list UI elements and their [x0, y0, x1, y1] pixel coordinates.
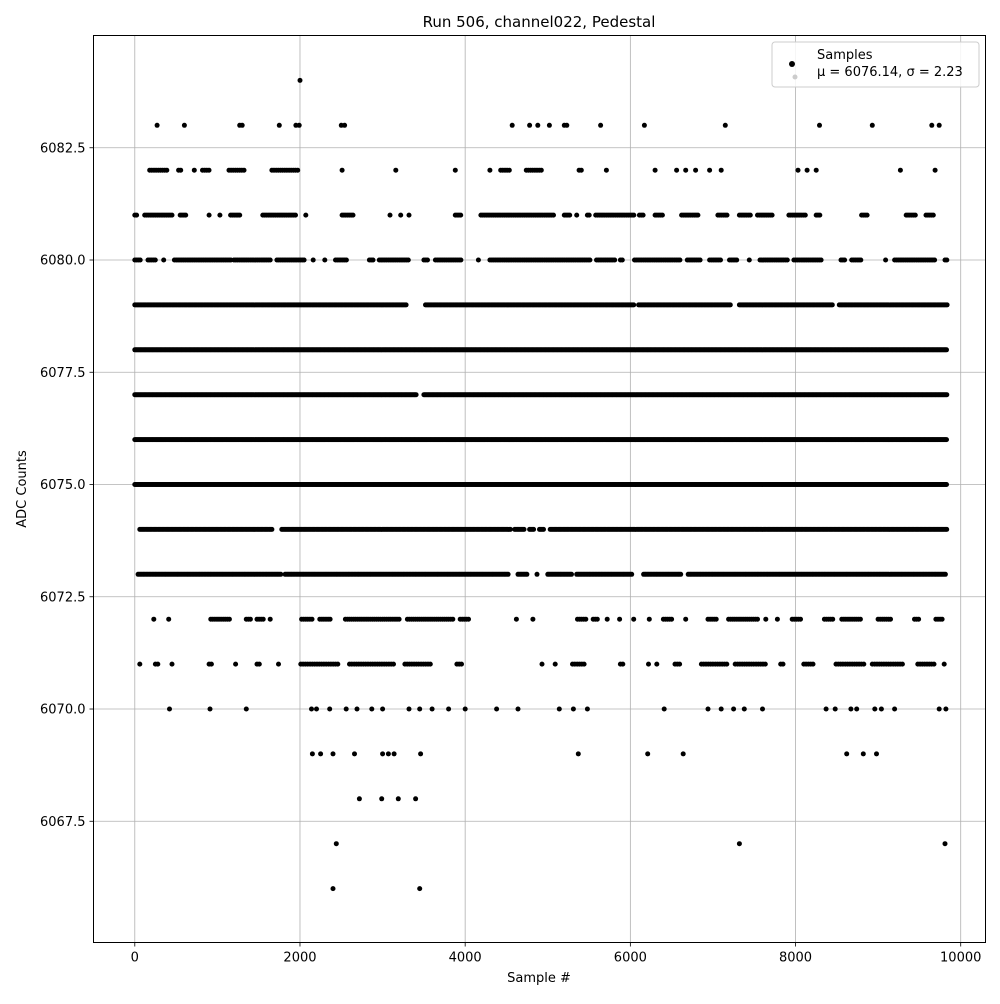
data-point: [155, 662, 160, 667]
data-point: [755, 617, 760, 622]
data-point: [683, 617, 688, 622]
data-point: [269, 527, 274, 532]
data-point: [728, 302, 733, 307]
data-point: [459, 662, 464, 667]
data-point: [514, 617, 519, 622]
data-point: [257, 662, 262, 667]
data-point: [944, 437, 949, 442]
data-point: [944, 392, 949, 397]
data-point: [943, 572, 948, 577]
data-point: [268, 617, 273, 622]
data-point: [335, 662, 340, 667]
data-point: [763, 662, 768, 667]
data-point: [669, 617, 674, 622]
data-point: [631, 617, 636, 622]
data-point: [888, 617, 893, 622]
data-point: [781, 662, 786, 667]
data-point: [404, 302, 409, 307]
data-point: [583, 617, 588, 622]
data-point: [595, 617, 600, 622]
data-point: [328, 617, 333, 622]
data-point: [227, 617, 232, 622]
data-point: [276, 662, 281, 667]
data-point: [553, 662, 558, 667]
data-point: [646, 662, 651, 667]
data-point: [522, 527, 527, 532]
data-point: [391, 662, 396, 667]
data-point: [524, 572, 529, 577]
data-point: [166, 617, 171, 622]
data-point: [944, 347, 949, 352]
data-point: [278, 572, 283, 577]
data-point: [858, 617, 863, 622]
data-point: [531, 527, 536, 532]
data-point: [506, 572, 511, 577]
data-point: [620, 662, 625, 667]
data-point: [678, 572, 683, 577]
data-point: [798, 617, 803, 622]
data-point: [631, 302, 636, 307]
data-point: [775, 617, 780, 622]
data-point: [233, 662, 238, 667]
data-point: [861, 662, 866, 667]
data-point: [541, 527, 546, 532]
data-point: [248, 617, 253, 622]
data-point: [654, 662, 659, 667]
data-point: [724, 662, 729, 667]
data-point: [916, 617, 921, 622]
data-point: [569, 572, 574, 577]
data-point: [763, 617, 768, 622]
data-point: [450, 617, 455, 622]
data-point: [209, 662, 214, 667]
data-point: [629, 572, 634, 577]
data-point: [811, 662, 816, 667]
data-point: [530, 617, 535, 622]
data-point: [944, 482, 949, 487]
data-point: [582, 662, 587, 667]
data-point: [414, 392, 419, 397]
data-point: [617, 617, 622, 622]
data-point: [605, 617, 610, 622]
data-point: [508, 527, 513, 532]
data-point: [942, 662, 947, 667]
data-point: [677, 662, 682, 667]
data-point: [900, 662, 905, 667]
data-point: [137, 662, 142, 667]
data-point: [932, 662, 937, 667]
data-point: [170, 662, 175, 667]
data-point: [714, 617, 719, 622]
data-point: [940, 617, 945, 622]
data-point: [944, 527, 949, 532]
data-point: [310, 617, 315, 622]
chart-title: Run 506, channel022, Pedestal: [423, 13, 656, 31]
data-point: [535, 572, 540, 577]
data-point: [151, 617, 156, 622]
data-point: [540, 662, 545, 667]
data-point: [830, 302, 835, 307]
data-point: [647, 617, 652, 622]
data-point: [466, 617, 471, 622]
data-point: [428, 662, 433, 667]
data-point: [397, 617, 402, 622]
data-point: [261, 617, 266, 622]
data-point: [830, 617, 835, 622]
